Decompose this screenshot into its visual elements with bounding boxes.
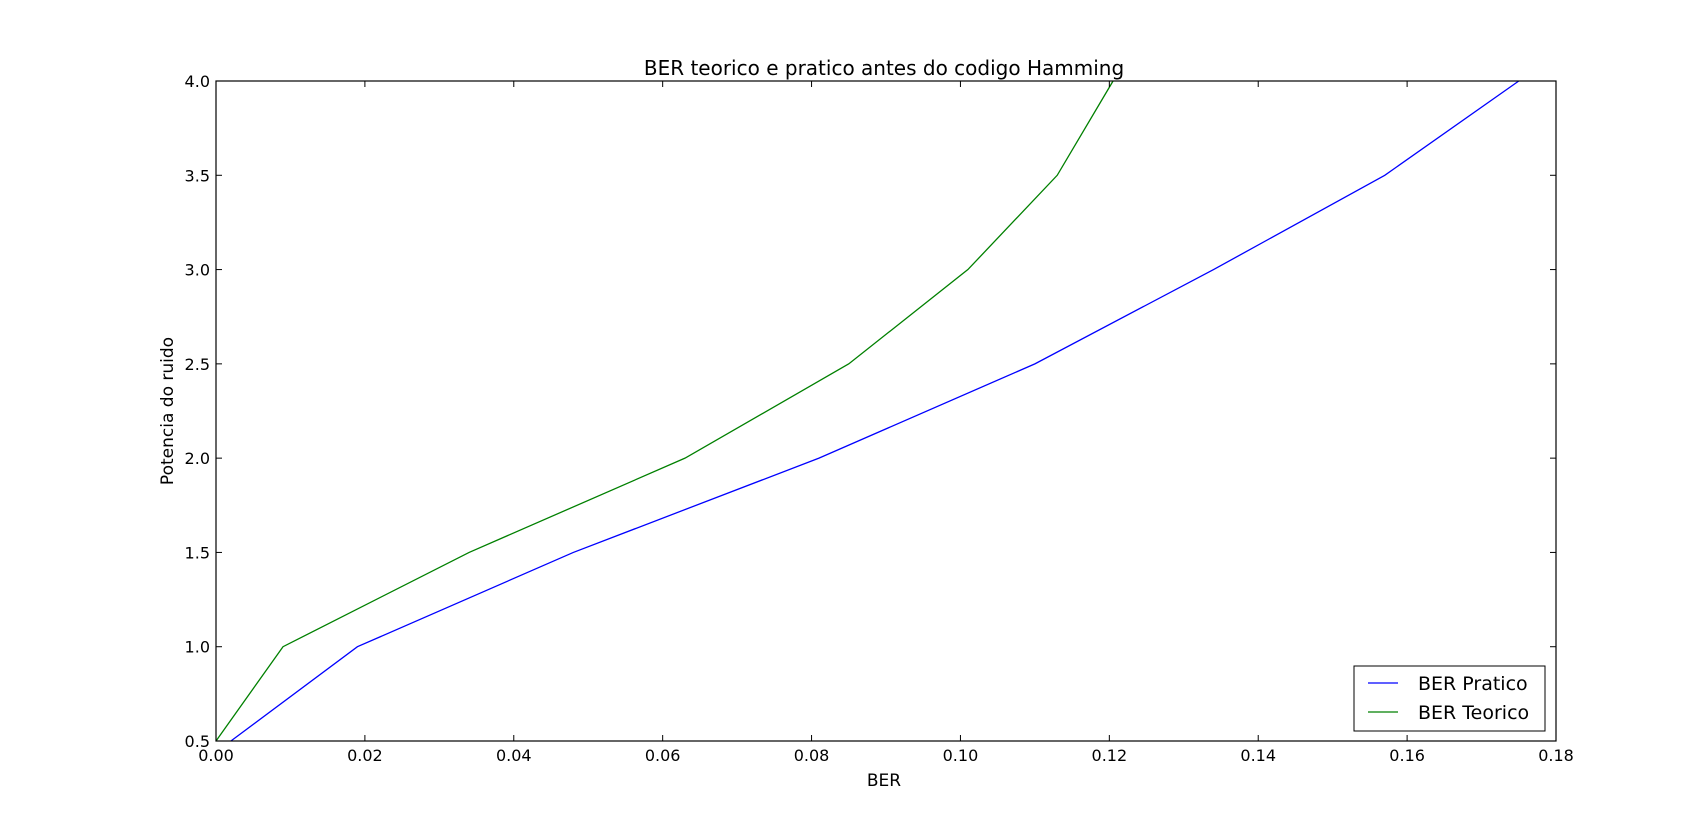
series-line-ber-pratico [230,80,1520,742]
y-axis-label: Potencia do ruido [158,337,178,485]
x-axis: 0.00 0.02 0.04 0.06 0.08 0.10 0.12 0.14 0.16 0.18 [198,81,1574,765]
x-tick-label: 0.14 [1240,746,1276,765]
plot-frame [215,80,1557,742]
x-tick-label: 0.18 [1538,746,1574,765]
legend-label-ber-teorico: BER Teorico [1418,702,1529,724]
y-tick-label: 2.5 [185,355,210,374]
x-tick-label: 0.00 [198,746,234,765]
series-layer [215,80,1520,742]
x-tick-label: 0.08 [794,746,830,765]
x-tick-label: 0.12 [1092,746,1128,765]
y-tick-label: 1.5 [185,543,210,562]
y-tick-label: 1.0 [185,638,210,657]
y-tick-label: 3.5 [185,166,210,185]
y-axis: 0.5 1.0 1.5 2.0 2.5 3.0 3.5 4.0 [185,72,1556,751]
x-tick-label: 0.10 [943,746,979,765]
y-tick-label: 2.0 [185,449,210,468]
y-tick-label: 3.0 [185,261,210,280]
x-tick-label: 0.04 [496,746,532,765]
legend-box [1353,665,1546,732]
legend-label-ber-pratico: BER Pratico [1418,673,1528,695]
x-tick-label: 0.16 [1389,746,1425,765]
x-tick-label: 0.02 [347,746,383,765]
x-tick-label: 0.06 [645,746,681,765]
legend: BER Pratico BER Teorico [1353,665,1546,732]
y-tick-label: 0.5 [185,732,210,751]
y-tick-label: 4.0 [185,72,210,91]
x-axis-label: BER [867,771,901,791]
chart-title: BER teorico e pratico antes do codigo Ha… [644,56,1124,80]
series-line-ber-teorico [215,80,1114,742]
